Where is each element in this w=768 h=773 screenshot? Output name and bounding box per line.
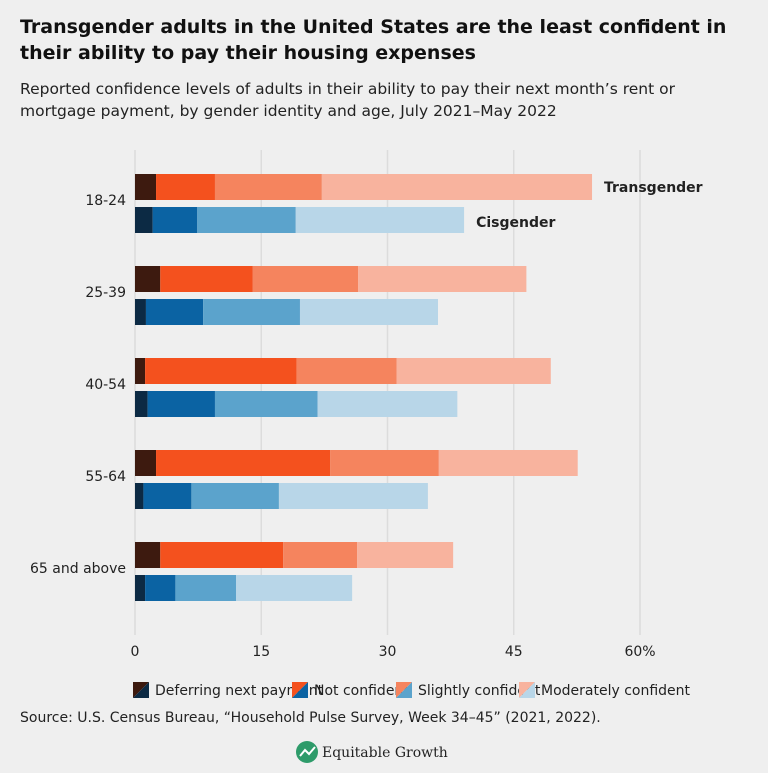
bar-segment [135, 542, 161, 568]
bar-segment [160, 542, 284, 568]
bar-segment [156, 450, 331, 476]
bar-segment [160, 266, 253, 292]
x-tick-label: 15 [252, 644, 270, 660]
bar-segment [321, 174, 593, 200]
legend-swatch [292, 682, 308, 698]
bar-segment [214, 391, 318, 417]
chart-title: Transgender adults in the United States … [20, 16, 727, 64]
y-tick-label: 40-54 [85, 377, 126, 393]
bar-segment [145, 299, 204, 325]
legend-label: Slightly confident [418, 683, 541, 699]
legend-label: Deferring next payment [155, 683, 324, 699]
x-tick-label: 45 [505, 644, 523, 660]
bar-segment [197, 207, 296, 233]
y-tick-label: 18-24 [85, 193, 126, 209]
legend-swatch [396, 682, 412, 698]
bar-segment [299, 299, 438, 325]
bar-segment [203, 299, 300, 325]
bar-segment [283, 542, 358, 568]
bar-segment [135, 266, 161, 292]
group-label: Cisgender [476, 215, 555, 231]
bar-segment [135, 450, 157, 476]
bar-segment [396, 358, 551, 384]
bar-segment [135, 174, 157, 200]
legend-label: Moderately confident [541, 683, 691, 699]
x-tick-label: 30 [379, 644, 397, 660]
bar-segment [145, 358, 297, 384]
legend-swatch [133, 682, 149, 698]
y-tick-label: 65 and above [30, 561, 126, 577]
bar-segment [330, 450, 439, 476]
bar-segment [135, 299, 146, 325]
x-tick-label: 0 [131, 644, 140, 660]
bar-segment [152, 207, 198, 233]
brand-logo-mark [299, 746, 316, 757]
bar-segment [135, 391, 148, 417]
bar-segment [143, 483, 192, 509]
group-label: Transgender [604, 180, 703, 196]
bar-segment [236, 575, 353, 601]
bar-segment [278, 483, 428, 509]
legend-label: Not confident [314, 683, 409, 699]
bar-segment [145, 575, 176, 601]
bar-segment [296, 358, 397, 384]
source: Source: U.S. Census Bureau, “Household P… [20, 710, 601, 726]
bar-segment [135, 575, 146, 601]
bar-segment [135, 483, 144, 509]
x-tick-label: 60% [624, 644, 655, 660]
bar-segment [147, 391, 215, 417]
bar-segment [438, 450, 578, 476]
bar-segment [135, 207, 153, 233]
bar-segment [317, 391, 458, 417]
bar-segment [252, 266, 359, 292]
bar-segment [191, 483, 279, 509]
bar-segment [295, 207, 465, 233]
bar-segment [175, 575, 236, 601]
y-tick-label: 55-64 [85, 469, 126, 485]
brand: Equitable Growth [322, 745, 448, 761]
legend-swatch [519, 682, 535, 698]
bar-segment [135, 358, 146, 384]
bar-segment [214, 174, 322, 200]
chart-subtitle: Reported confidence levels of adults in … [20, 80, 675, 120]
bar-segment [358, 266, 527, 292]
bar-segment [156, 174, 215, 200]
bar-segment [357, 542, 454, 568]
y-tick-label: 25-39 [85, 285, 126, 301]
